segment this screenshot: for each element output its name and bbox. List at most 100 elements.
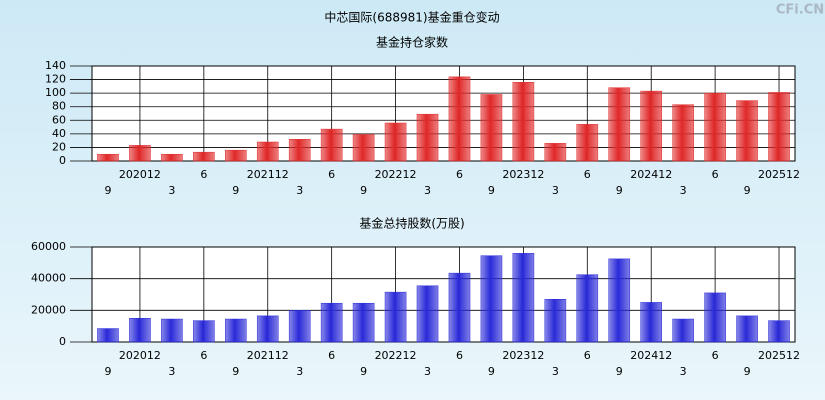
x-tick-label: 202412	[630, 168, 672, 181]
x-tick-label: 9	[360, 184, 367, 197]
x-tick-label: 9	[616, 184, 623, 197]
bar	[576, 274, 599, 343]
bar	[416, 285, 439, 343]
bar	[97, 153, 119, 162]
x-tick-label: 3	[168, 184, 175, 197]
y-tick-label: 40	[52, 127, 66, 140]
page-title: 中芯国际(688981)基金重仓变动	[324, 10, 499, 25]
bar	[480, 255, 503, 343]
y-tick-label: 0	[59, 335, 66, 348]
x-tick-label: 202012	[119, 349, 161, 362]
bar	[97, 328, 119, 343]
y-tick-label: 140	[45, 59, 66, 72]
x-tick-label: 9	[616, 365, 623, 378]
x-tick-label: 6	[328, 168, 335, 181]
x-tick-label: 3	[680, 365, 687, 378]
bar	[608, 87, 631, 162]
x-tick-label: 9	[744, 184, 751, 197]
bar	[256, 315, 279, 343]
x-tick-label: 9	[360, 365, 367, 378]
x-tick-label: 6	[200, 168, 207, 181]
y-tick-label: 120	[45, 73, 66, 86]
x-tick-label: 3	[552, 184, 559, 197]
x-tick-label: 6	[456, 349, 463, 362]
x-tick-label: 6	[456, 168, 463, 181]
bar	[384, 291, 407, 343]
bar	[448, 272, 471, 343]
x-tick-label: 3	[168, 365, 175, 378]
bar	[193, 151, 215, 162]
chart-title: 基金总持股数(万股)	[359, 216, 464, 231]
bar	[352, 134, 375, 162]
x-tick-label: 202112	[247, 168, 289, 181]
bar	[512, 253, 535, 343]
bar	[768, 92, 790, 162]
bar	[161, 318, 183, 343]
chart-title: 基金持仓家数	[376, 35, 448, 50]
x-tick-label: 202412	[630, 349, 672, 362]
bar	[384, 122, 407, 162]
x-tick-label: 9	[104, 365, 111, 378]
y-tick-label: 20	[52, 140, 66, 153]
bar	[129, 318, 151, 343]
x-tick-label: 202312	[502, 168, 544, 181]
x-tick-label: 3	[680, 184, 687, 197]
bar	[352, 302, 375, 343]
x-tick-label: 6	[200, 349, 207, 362]
x-tick-label: 9	[232, 184, 239, 197]
x-tick-label: 202212	[375, 349, 417, 362]
x-tick-label: 202012	[119, 168, 161, 181]
x-tick-label: 3	[424, 365, 431, 378]
bar	[768, 320, 790, 343]
x-tick-label: 9	[104, 184, 111, 197]
y-tick-label: 60000	[31, 240, 66, 253]
bar	[320, 302, 343, 343]
bar	[256, 141, 279, 162]
bar	[544, 143, 567, 162]
x-tick-label: 3	[424, 184, 431, 197]
x-tick-label: 3	[296, 365, 303, 378]
bar	[288, 139, 311, 162]
x-tick-label: 202112	[247, 349, 289, 362]
x-tick-label: 6	[584, 349, 591, 362]
bar	[576, 124, 599, 162]
bar	[448, 76, 471, 162]
bar	[640, 90, 662, 162]
x-tick-label: 3	[296, 184, 303, 197]
x-tick-label: 9	[488, 365, 495, 378]
y-tick-label: 80	[52, 100, 66, 113]
bar	[288, 310, 311, 343]
watermark: CFi.CN	[776, 3, 824, 18]
y-tick-label: 40000	[31, 272, 66, 285]
y-tick-label: 100	[45, 86, 66, 99]
y-tick-label: 60	[52, 113, 66, 126]
x-tick-label: 202512	[758, 349, 800, 362]
bar	[320, 128, 343, 162]
bar	[225, 149, 247, 162]
y-tick-label: 20000	[31, 303, 66, 316]
bar	[704, 92, 726, 162]
bar	[225, 318, 247, 343]
bar	[544, 299, 567, 343]
bar	[736, 100, 758, 162]
bar	[736, 315, 758, 343]
x-tick-label: 3	[552, 365, 559, 378]
x-tick-label: 9	[488, 184, 495, 197]
bar	[672, 318, 694, 343]
x-tick-label: 202212	[375, 168, 417, 181]
bar	[512, 82, 535, 162]
y-tick-label: 0	[59, 154, 66, 167]
bar	[608, 258, 631, 343]
x-tick-label: 6	[712, 168, 719, 181]
bar	[129, 145, 151, 162]
bar	[672, 104, 694, 162]
bar	[193, 320, 215, 343]
bar	[161, 153, 183, 162]
x-tick-label: 6	[584, 168, 591, 181]
x-tick-label: 202312	[502, 349, 544, 362]
bar	[640, 302, 662, 343]
bar	[704, 292, 726, 343]
x-tick-label: 6	[328, 349, 335, 362]
x-tick-label: 9	[744, 365, 751, 378]
